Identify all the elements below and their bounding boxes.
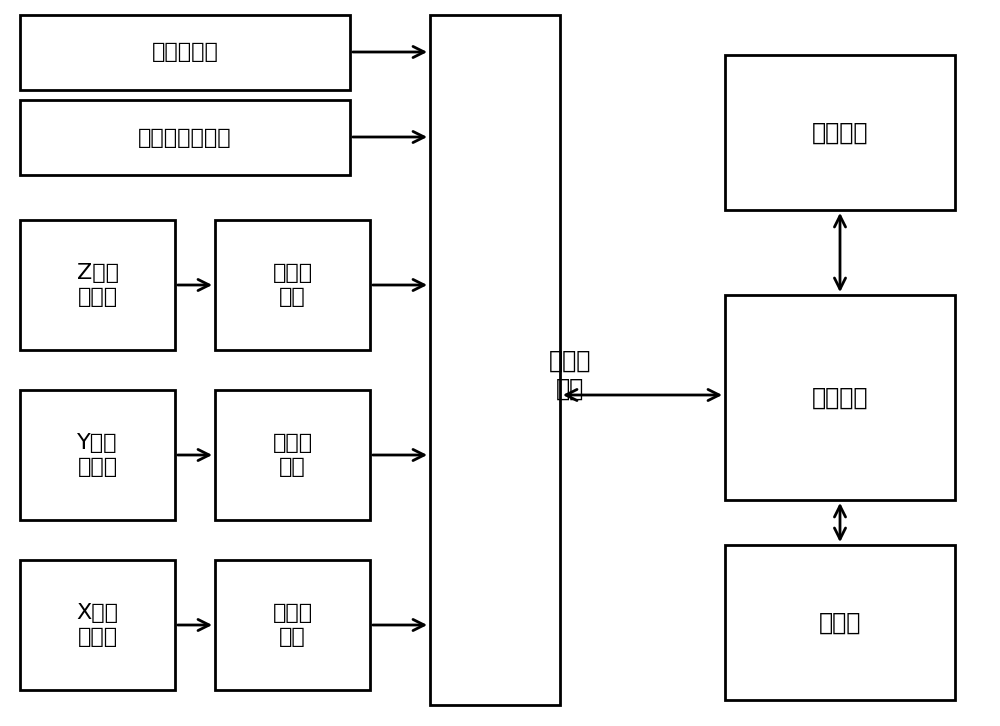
Text: 模数转
换器: 模数转 换器 xyxy=(549,349,591,401)
Text: Y轴加
速度计: Y轴加 速度计 xyxy=(77,433,118,476)
Text: 参考测量传感器: 参考测量传感器 xyxy=(138,128,232,147)
Bar xyxy=(20,100,350,175)
Bar xyxy=(20,560,175,690)
Bar xyxy=(215,390,370,520)
Bar xyxy=(725,55,955,210)
Bar xyxy=(215,560,370,690)
Text: 低通滤
波器: 低通滤 波器 xyxy=(272,433,313,476)
Text: Z轴加
速度计: Z轴加 速度计 xyxy=(76,264,119,306)
Bar xyxy=(725,295,955,500)
Bar xyxy=(725,545,955,700)
Text: 数据接口: 数据接口 xyxy=(812,121,868,144)
Bar xyxy=(215,220,370,350)
Bar xyxy=(430,15,560,705)
Bar xyxy=(20,15,350,90)
Text: 温度传感器: 温度传感器 xyxy=(152,43,218,62)
Text: 存储器: 存储器 xyxy=(819,611,861,635)
Text: 低通滤
波器: 低通滤 波器 xyxy=(272,603,313,647)
Bar xyxy=(20,390,175,520)
Text: 低通滤
波器: 低通滤 波器 xyxy=(272,264,313,306)
Text: X轴加
速度计: X轴加 速度计 xyxy=(76,603,119,647)
Bar xyxy=(20,220,175,350)
Text: 微控制器: 微控制器 xyxy=(812,386,868,409)
